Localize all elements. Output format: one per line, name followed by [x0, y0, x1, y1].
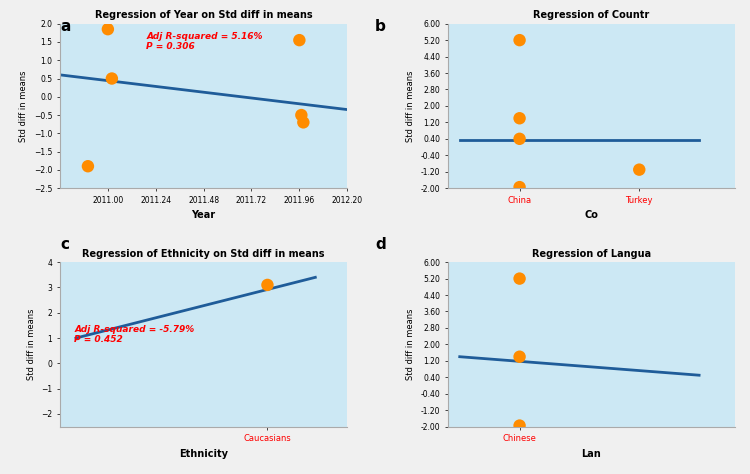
X-axis label: Lan: Lan	[581, 449, 602, 459]
Y-axis label: Std diff in means: Std diff in means	[20, 70, 28, 142]
Point	[296, 111, 307, 119]
Text: Adj R-squared = -5.79%
P = 0.452: Adj R-squared = -5.79% P = 0.452	[74, 325, 194, 344]
Y-axis label: Std diff in means: Std diff in means	[27, 309, 36, 380]
Point	[297, 118, 309, 126]
Point	[82, 163, 94, 170]
Point	[514, 353, 526, 361]
X-axis label: Ethnicity: Ethnicity	[179, 449, 228, 459]
Y-axis label: Std diff in means: Std diff in means	[406, 309, 415, 380]
Point	[514, 422, 526, 429]
Y-axis label: Std diff in means: Std diff in means	[406, 70, 415, 142]
X-axis label: Co: Co	[584, 210, 598, 220]
Text: b: b	[375, 19, 386, 34]
Text: a: a	[60, 19, 70, 34]
Point	[514, 275, 526, 283]
Title: Regression of Year on Std diff in means: Regression of Year on Std diff in means	[94, 10, 313, 20]
Title: Regression of Countr: Regression of Countr	[533, 10, 650, 20]
Point	[514, 183, 526, 191]
Point	[293, 36, 305, 44]
Point	[514, 114, 526, 122]
Point	[633, 166, 645, 173]
Point	[102, 26, 114, 33]
Text: Adj R-squared = 5.16%
P = 0.306: Adj R-squared = 5.16% P = 0.306	[146, 32, 262, 51]
X-axis label: Year: Year	[191, 210, 216, 220]
Point	[106, 75, 118, 82]
Title: Regression of Ethnicity on Std diff in means: Regression of Ethnicity on Std diff in m…	[82, 248, 325, 259]
Point	[262, 281, 274, 289]
Text: d: d	[375, 237, 386, 252]
Point	[514, 36, 526, 44]
Title: Regression of Langua: Regression of Langua	[532, 248, 651, 259]
Point	[514, 135, 526, 143]
Text: c: c	[60, 237, 69, 252]
